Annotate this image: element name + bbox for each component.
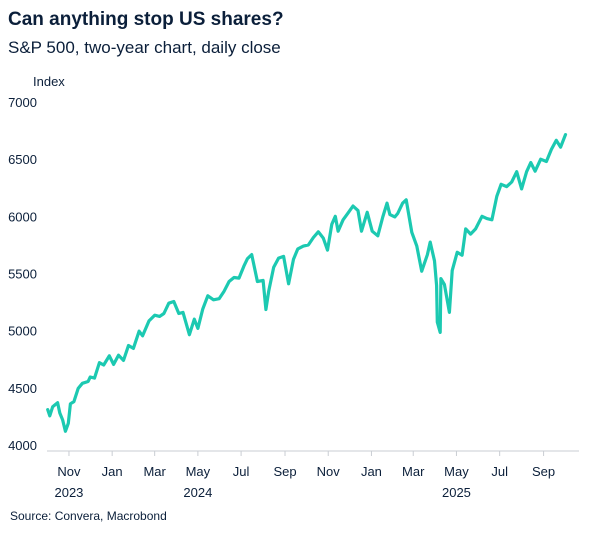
- x-tick-label: Mar: [402, 464, 425, 479]
- y-tick-label: 5000: [8, 324, 37, 339]
- y-tick-label: 4500: [8, 381, 37, 396]
- x-tick-label: May: [444, 464, 469, 479]
- y-tick-label: 6500: [8, 152, 37, 167]
- y-tick-label: 7000: [8, 95, 37, 110]
- y-tick-label: 5500: [8, 267, 37, 282]
- x-tick-label: Nov: [317, 464, 341, 479]
- x-tick-label: Sep: [532, 464, 555, 479]
- x-year-label: 2024: [183, 485, 212, 500]
- x-axis-ticks: Nov Jan Mar May Jul Sep Nov Jan Mar May Jul Sep 2023…: [54, 451, 555, 500]
- chart-subtitle: S&P 500, two-year chart, daily close: [8, 38, 281, 57]
- x-tick-label: Jan: [102, 464, 123, 479]
- x-tick-label: Nov: [57, 464, 81, 479]
- x-tick-label: Mar: [143, 464, 166, 479]
- chart-title: Can anything stop US shares?: [8, 9, 284, 30]
- x-tick-label: May: [186, 464, 211, 479]
- y-tick-label: 4000: [8, 438, 37, 453]
- x-year-label: 2025: [442, 485, 471, 500]
- series-line: [46, 133, 568, 433]
- x-year-label: 2023: [54, 485, 83, 500]
- x-tick-label: Sep: [273, 464, 296, 479]
- y-axis-ticks: 4000 4500 5000 5500 6000 6500 7000: [8, 95, 37, 453]
- y-axis-label: Index: [33, 74, 65, 89]
- series-layer: [46, 133, 568, 433]
- x-tick-label: Jan: [361, 464, 382, 479]
- x-tick-label: Jul: [491, 464, 508, 479]
- y-tick-label: 6000: [8, 209, 37, 224]
- source-note: Source: Convera, Macrobond: [10, 509, 167, 523]
- x-tick-label: Jul: [233, 464, 250, 479]
